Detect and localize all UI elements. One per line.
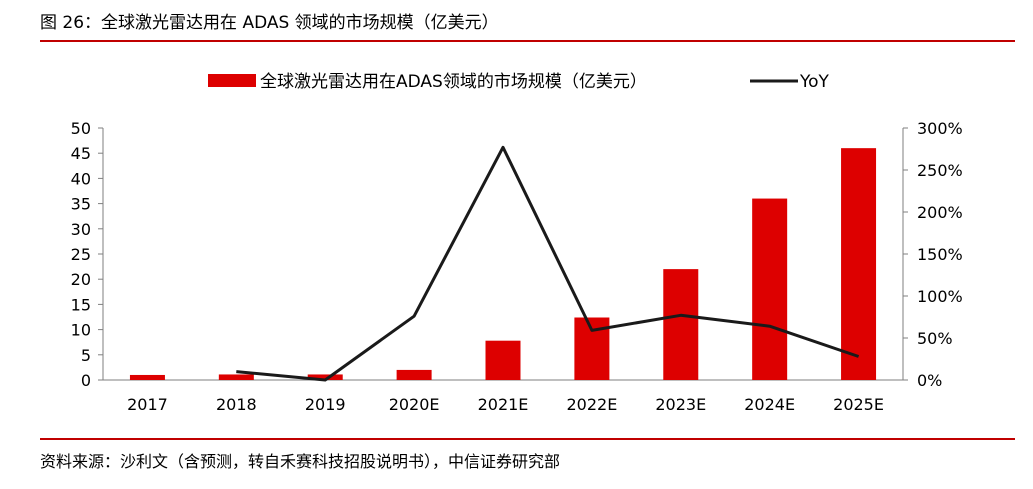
left-tick-label: 5: [81, 346, 91, 365]
left-axis-ticks: 0 5 10 15 20 25 30 35 40 45 50: [71, 119, 103, 390]
right-tick-label: 250%: [917, 161, 963, 180]
legend-bar-label: 全球激光雷达用在ADAS领域的市场规模（亿美元）: [260, 72, 647, 92]
left-tick-label: 50: [71, 119, 91, 138]
left-tick-label: 10: [71, 321, 91, 340]
x-tick-label: 2022E: [566, 395, 617, 414]
x-tick-label: 2024E: [744, 395, 795, 414]
bar-2021E: [485, 340, 521, 380]
x-tick-label: 2017: [127, 395, 168, 414]
left-tick-label: 20: [71, 270, 91, 289]
right-tick-label: 0%: [917, 371, 942, 390]
x-tick-label: 2025E: [833, 395, 884, 414]
bar-2025E: [841, 148, 877, 380]
right-tick-label: 50%: [917, 329, 953, 348]
x-tick-label: 2021E: [478, 395, 529, 414]
x-tick-label: 2023E: [655, 395, 706, 414]
left-tick-label: 0: [81, 371, 91, 390]
x-axis-labels: 2017 2018 2019 2020E 2021E 2022E 2023E 2024E 202…: [127, 395, 884, 414]
x-tick-label: 2018: [216, 395, 257, 414]
bar-2020E: [396, 369, 432, 380]
bottom-rule: [40, 438, 1015, 440]
bar-2018: [218, 374, 254, 380]
x-tick-label: 2019: [305, 395, 346, 414]
left-tick-label: 45: [71, 144, 91, 163]
top-rule: [40, 40, 1015, 42]
figure-title: 图 26：全球激光雷达用在 ADAS 领域的市场规模（亿美元）: [40, 13, 499, 33]
right-tick-label: 200%: [917, 203, 963, 222]
legend-line-label: YoY: [799, 72, 830, 92]
legend-bar-swatch: [208, 74, 256, 87]
yoy-line: [236, 145, 860, 382]
legend: 全球激光雷达用在ADAS领域的市场规模（亿美元） YoY: [208, 72, 830, 92]
bar-2019: [307, 374, 343, 380]
left-tick-label: 30: [71, 220, 91, 239]
right-tick-label: 100%: [917, 287, 963, 306]
bar-series: [129, 148, 877, 380]
right-tick-label: 300%: [917, 119, 963, 138]
source-note: 资料来源：沙利文（含预测，转自禾赛科技招股说明书），中信证券研究部: [40, 452, 561, 471]
right-axis-ticks: 0% 50% 100% 150% 200% 250% 300%: [903, 119, 963, 390]
yoy-line-series: [236, 145, 860, 382]
right-tick-label: 150%: [917, 245, 963, 264]
x-tick-label: 2020E: [389, 395, 440, 414]
left-tick-label: 25: [71, 245, 91, 264]
left-tick-label: 35: [71, 195, 91, 214]
bar-2017: [129, 374, 165, 380]
left-tick-label: 15: [71, 295, 91, 314]
bar-2023E: [663, 269, 699, 380]
bar-2024E: [752, 198, 788, 380]
left-tick-label: 40: [71, 169, 91, 188]
chart-area: 全球激光雷达用在ADAS领域的市场规模（亿美元） YoY 0 5 10 15 20 25 3…: [71, 72, 963, 414]
